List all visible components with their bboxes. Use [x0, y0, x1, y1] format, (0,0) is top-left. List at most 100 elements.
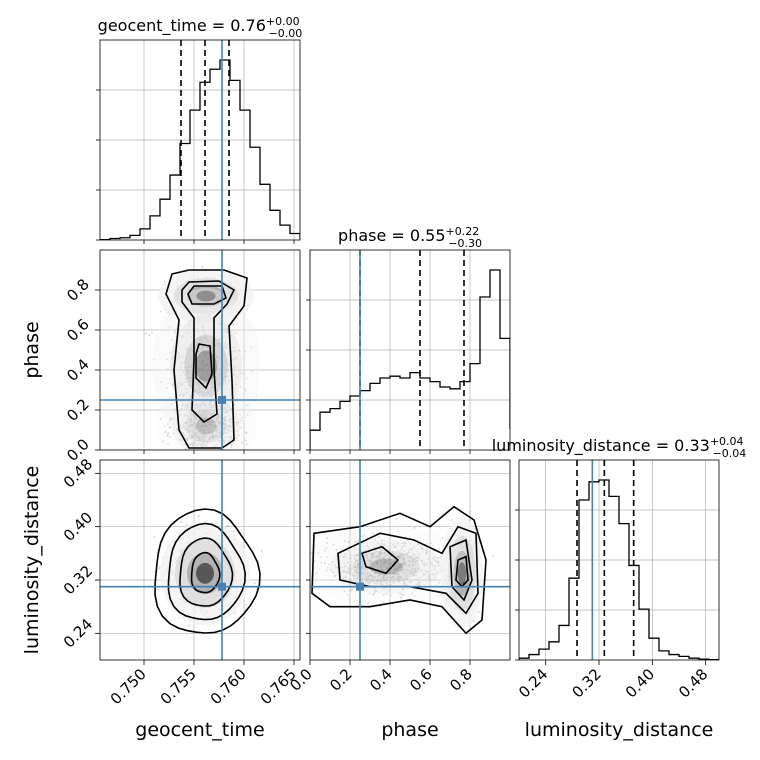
sample-point: [171, 384, 174, 387]
sample-point: [389, 556, 392, 559]
sample-point: [215, 357, 218, 359]
sample-point: [380, 548, 382, 551]
sample-point: [217, 428, 220, 431]
sample-point: [202, 391, 205, 393]
sample-point: [185, 348, 188, 351]
sample-point: [236, 424, 239, 427]
sample-point: [223, 427, 225, 430]
sample-point: [198, 338, 200, 340]
sample-point: [207, 373, 210, 376]
sample-point: [244, 390, 247, 392]
sample-point: [408, 551, 410, 554]
sample-point: [394, 567, 397, 570]
sample-point: [402, 588, 404, 591]
sample-point: [403, 571, 406, 574]
sample-point: [214, 344, 217, 347]
sample-point: [204, 426, 207, 429]
sample-point: [201, 412, 204, 415]
sample-point: [353, 558, 356, 560]
sample-point: [361, 535, 363, 537]
sample-point: [201, 360, 204, 363]
sample-point: [418, 567, 420, 570]
sample-point: [317, 552, 320, 554]
sample-point: [385, 593, 388, 595]
sample-point: [385, 567, 388, 570]
sample-point: [204, 404, 207, 407]
sample-point: [212, 419, 215, 422]
sample-point: [409, 572, 412, 575]
sample-point: [381, 577, 384, 580]
sample-point: [361, 580, 364, 583]
sample-point: [170, 417, 173, 420]
sample-point: [180, 382, 183, 385]
sample-point: [164, 431, 167, 433]
sample-point: [185, 428, 188, 431]
sample-point: [208, 421, 210, 424]
sample-point: [224, 416, 226, 419]
sample-point: [178, 617, 181, 619]
sample-point: [360, 565, 363, 568]
sample-point: [224, 394, 227, 397]
sample-point: [260, 550, 263, 553]
sample-point: [167, 435, 169, 438]
sample-point: [195, 397, 198, 399]
sample-point: [201, 401, 204, 404]
sample-point: [429, 579, 432, 582]
sample-point: [386, 568, 389, 571]
sample-point: [385, 576, 388, 579]
sample-point: [214, 369, 217, 372]
sample-point: [250, 346, 253, 349]
sample-point: [343, 590, 346, 592]
sample-point: [345, 571, 348, 574]
sample-point: [206, 440, 208, 443]
sample-point: [211, 341, 214, 344]
sample-point: [224, 346, 226, 349]
sample-point: [211, 420, 214, 423]
sample-point: [207, 420, 210, 422]
sample-point: [219, 323, 221, 326]
sample-point: [357, 566, 360, 569]
sample-point: [234, 365, 236, 368]
sample-point: [201, 346, 204, 349]
sample-point: [357, 566, 360, 569]
tick-label: 0.760: [207, 665, 250, 708]
sample-point: [420, 545, 422, 547]
sample-point: [207, 358, 210, 361]
axis-label-phase: phase: [381, 719, 438, 741]
sample-point: [349, 590, 351, 593]
sample-point: [227, 414, 230, 417]
sample-point: [353, 540, 356, 543]
sample-point: [208, 439, 211, 442]
sample-point: [234, 332, 237, 334]
sample-point: [382, 561, 385, 564]
sample-point: [399, 564, 402, 567]
sample-point: [207, 355, 210, 358]
sample-point: [235, 383, 237, 386]
sample-point: [166, 358, 168, 361]
sample-point: [200, 339, 203, 342]
sample-point: [353, 574, 356, 577]
sample-point: [373, 576, 376, 578]
sample-point: [223, 427, 226, 430]
sample-point: [417, 556, 420, 559]
sample-point: [376, 563, 378, 566]
sample-point: [223, 423, 225, 426]
sample-point: [201, 424, 204, 427]
sample-point: [169, 436, 172, 439]
sample-point: [205, 392, 208, 395]
sample-point: [226, 404, 229, 407]
sample-point: [199, 426, 202, 429]
sample-point: [216, 424, 218, 427]
sample-point: [403, 568, 406, 571]
sample-point: [179, 362, 182, 365]
sample-point: [237, 421, 240, 424]
sample-point: [477, 611, 480, 613]
sample-point: [342, 569, 345, 572]
sample-point: [188, 331, 190, 334]
sample-point: [228, 425, 231, 428]
sample-point: [237, 434, 240, 437]
sample-point: [368, 560, 370, 562]
sample-point: [200, 362, 203, 364]
diag-panel-luminosity_distance: luminosity_distance = 0.33+0.04 −0.04: [492, 435, 746, 661]
sample-point: [400, 554, 403, 556]
